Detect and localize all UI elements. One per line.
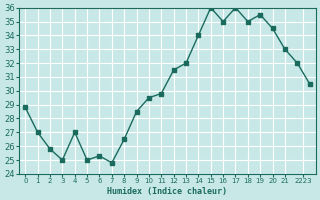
X-axis label: Humidex (Indice chaleur): Humidex (Indice chaleur): [108, 187, 228, 196]
